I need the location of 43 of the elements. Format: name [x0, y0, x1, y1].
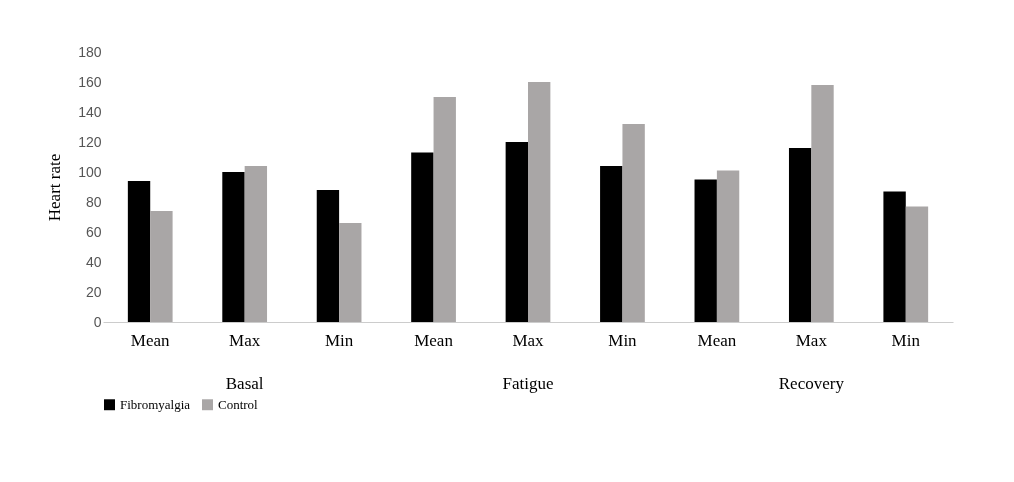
x-tick-label: Min — [324, 330, 354, 350]
bar — [244, 166, 268, 322]
y-tick-label: 80 — [85, 193, 102, 210]
x-tick-label: Max — [229, 330, 261, 350]
bar — [433, 97, 456, 322]
bar — [788, 148, 812, 322]
y-tick-label: 120 — [78, 133, 102, 150]
x-tick-label: Mean — [414, 330, 454, 350]
bar — [127, 181, 151, 322]
x-tick-label: Min — [608, 330, 638, 350]
text: Fatigue — [502, 374, 554, 393]
bar — [222, 172, 245, 322]
text: Recovery — [778, 374, 845, 393]
x-tick-label: Max — [512, 330, 545, 350]
x-tick-label: Max — [795, 330, 828, 350]
bar — [905, 206, 929, 322]
text: Basal — [225, 374, 264, 393]
y-tick-label: 160 — [78, 73, 102, 90]
bar — [622, 124, 645, 322]
legend-label: Fibromyalgia — [120, 396, 191, 412]
y-tick-label: 20 — [85, 283, 102, 300]
x-tick-label: Mean — [697, 330, 737, 350]
bar — [316, 190, 340, 322]
y-axis-title: Heart rate — [45, 153, 65, 222]
bar — [150, 211, 173, 322]
bar — [694, 179, 717, 322]
y-tick-label: 100 — [78, 163, 102, 180]
x-tick-label: Mean — [130, 330, 171, 350]
x-tick-label: Min — [891, 330, 921, 350]
legend-label: Control — [218, 396, 259, 412]
bar — [528, 82, 551, 322]
y-tick-label: 40 — [85, 253, 102, 270]
bar — [339, 223, 362, 322]
bar — [411, 152, 434, 322]
bar — [883, 191, 906, 322]
bar — [716, 170, 740, 322]
y-tick-label: 60 — [85, 223, 102, 240]
y-tick-label: 0 — [93, 313, 102, 330]
y-tick-label: 140 — [78, 103, 102, 120]
y-tick-label: 180 — [78, 43, 102, 60]
bar — [505, 142, 528, 322]
bar — [811, 85, 834, 322]
bar — [600, 166, 623, 322]
